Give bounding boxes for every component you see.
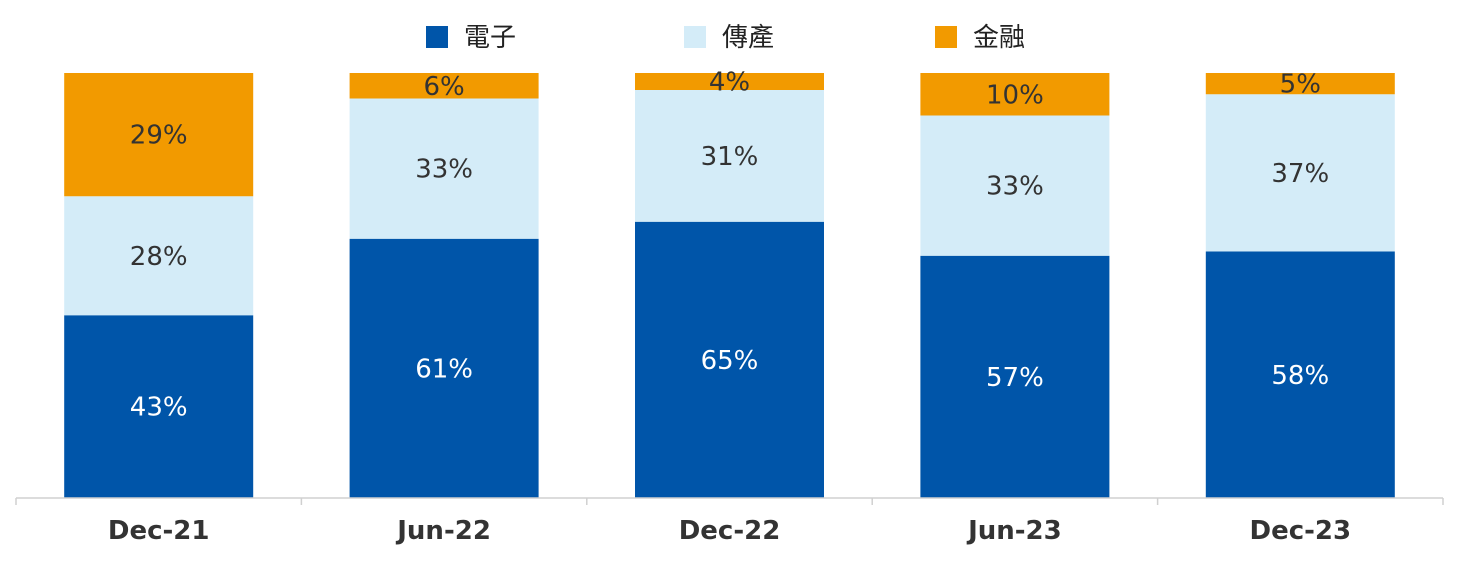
data-label-dec-23-series-3: 5% bbox=[1280, 70, 1321, 100]
bar-segment-dec-21-series-3 bbox=[64, 73, 254, 197]
x-axis: Dec-21 Jun-22 Dec-22 Jun-23 Dec-23 bbox=[15, 497, 1444, 546]
bar-segment-jun-22-series-3 bbox=[349, 73, 539, 99]
bar-segment-dec-21-series-1 bbox=[64, 315, 254, 498]
x-tick-label-jun-22: Jun-22 bbox=[395, 516, 491, 546]
data-label-dec-22-series-2: 31% bbox=[701, 142, 759, 172]
legend-swatch-3 bbox=[935, 26, 957, 48]
bars-group: 43% 28% 29% 61% 33% 6% 65% 31% 4% 57% 33% 10% 58% 37%… bbox=[64, 68, 1395, 498]
data-label-dec-23-series-2: 37% bbox=[1271, 159, 1329, 189]
data-label-dec-21-series-2: 28% bbox=[130, 242, 188, 272]
legend-swatch-1 bbox=[426, 26, 448, 48]
data-label-dec-22-series-1: 65% bbox=[701, 346, 759, 376]
data-label-dec-21-series-1: 43% bbox=[130, 393, 188, 423]
bar-segment-dec-22-series-2 bbox=[635, 90, 824, 222]
data-label-jun-23-series-2: 33% bbox=[986, 172, 1044, 202]
legend-label-1: 電子 bbox=[464, 23, 516, 53]
legend: 電子 傳產 金融 bbox=[426, 23, 1025, 53]
data-label-dec-23-series-1: 58% bbox=[1271, 361, 1329, 391]
x-tick-label-dec-21: Dec-21 bbox=[108, 516, 210, 546]
data-label-jun-23-series-3: 10% bbox=[986, 80, 1044, 110]
bar-segment-jun-23-series-2 bbox=[920, 115, 1110, 256]
data-label-jun-22-series-3: 6% bbox=[423, 72, 464, 102]
x-tick-label-jun-23: Jun-23 bbox=[966, 516, 1062, 546]
bar-segment-dec-21-series-2 bbox=[64, 196, 254, 316]
data-label-jun-22-series-1: 61% bbox=[415, 354, 473, 384]
bar-segment-jun-22-series-1 bbox=[349, 238, 539, 498]
x-tick-label-dec-22: Dec-22 bbox=[679, 516, 781, 546]
bar-segment-jun-23-series-3 bbox=[920, 73, 1110, 116]
data-label-jun-23-series-1: 57% bbox=[986, 363, 1044, 393]
bar-segment-jun-23-series-1 bbox=[920, 255, 1110, 498]
legend-label-2: 傳產 bbox=[722, 23, 774, 53]
bar-segment-dec-22-series-1 bbox=[635, 221, 824, 498]
data-label-jun-22-series-2: 33% bbox=[415, 155, 473, 185]
data-label-dec-22-series-3: 4% bbox=[709, 68, 750, 98]
bar-segment-dec-22-series-3 bbox=[635, 73, 824, 90]
bar-segment-dec-23-series-3 bbox=[1205, 73, 1395, 95]
bar-segment-dec-23-series-1 bbox=[1205, 251, 1395, 498]
legend-swatch-2 bbox=[684, 26, 706, 48]
bar-segment-jun-22-series-2 bbox=[349, 98, 539, 239]
legend-label-3: 金融 bbox=[973, 23, 1025, 53]
x-tick-label-dec-23: Dec-23 bbox=[1249, 516, 1351, 546]
bar-segment-dec-23-series-2 bbox=[1205, 94, 1395, 252]
data-label-dec-21-series-3: 29% bbox=[130, 121, 188, 151]
